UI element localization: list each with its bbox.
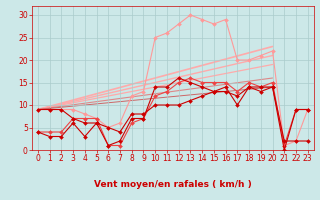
- X-axis label: Vent moyen/en rafales ( km/h ): Vent moyen/en rafales ( km/h ): [94, 180, 252, 189]
